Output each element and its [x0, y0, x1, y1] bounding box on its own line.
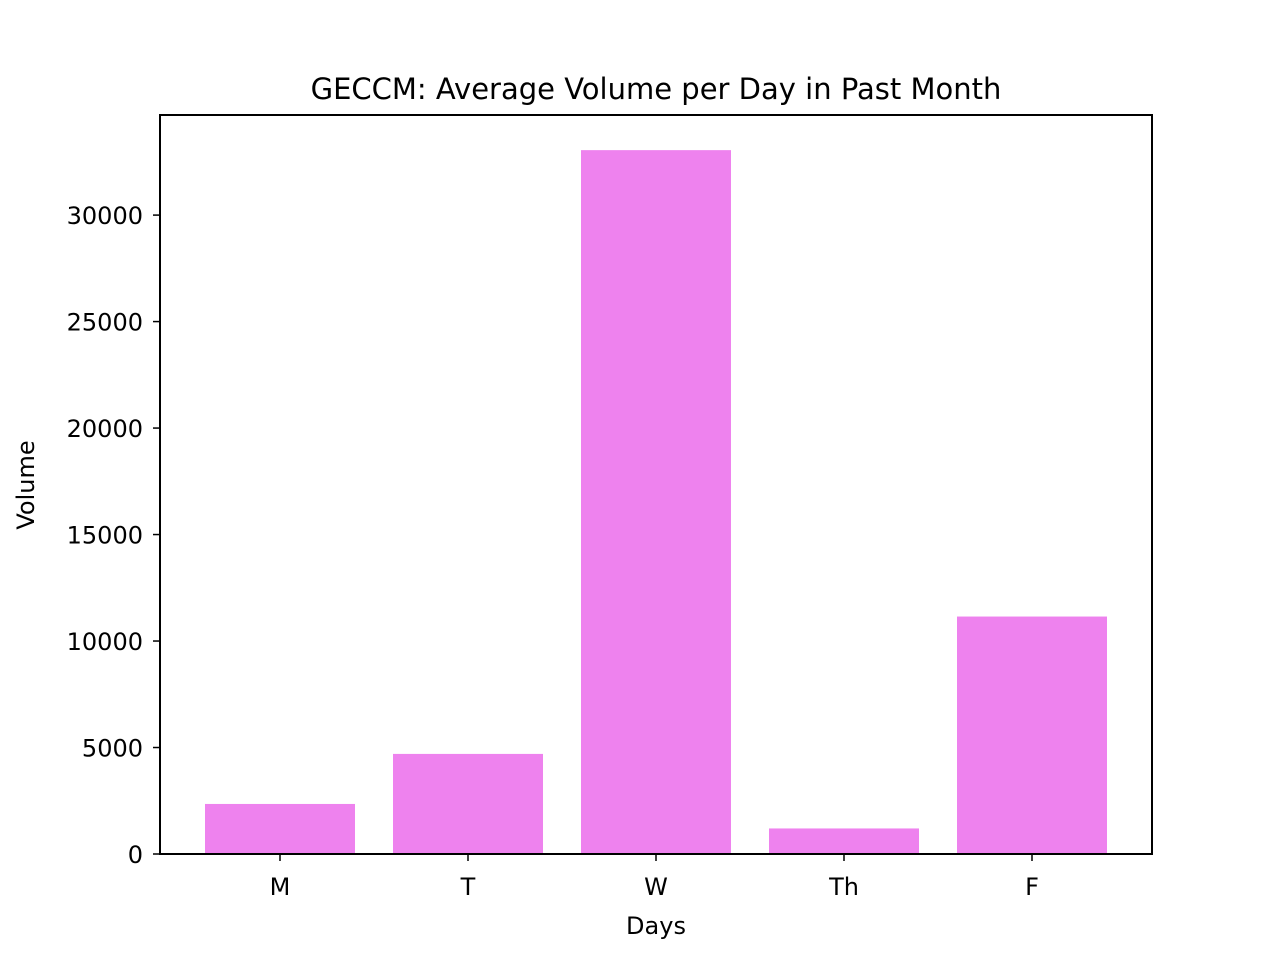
y-tick-label: 30000 — [67, 202, 143, 230]
y-tick-label: 20000 — [67, 415, 143, 443]
chart-title: GECCM: Average Volume per Day in Past Mo… — [311, 72, 1002, 106]
x-axis-label: Days — [626, 912, 686, 940]
y-tick-label: 25000 — [67, 309, 143, 337]
x-tick-label: Th — [828, 873, 859, 901]
y-tick-label: 0 — [128, 841, 143, 869]
x-tick-label: F — [1025, 873, 1039, 901]
bar-th — [769, 828, 919, 854]
x-axis-ticks: M T W Th F — [270, 854, 1039, 901]
x-tick-label: W — [644, 873, 668, 901]
x-tick-label: T — [460, 873, 476, 901]
x-tick-label: M — [270, 873, 291, 901]
bar-f — [957, 616, 1107, 854]
y-tick-label: 15000 — [67, 522, 143, 550]
bar-w — [581, 150, 731, 854]
y-axis-ticks: 0 5000 10000 15000 20000 25000 30000 — [67, 202, 160, 869]
bar-t — [393, 753, 543, 854]
bars-group — [205, 150, 1107, 854]
y-axis-label: Volume — [12, 440, 40, 529]
y-tick-label: 5000 — [82, 735, 143, 763]
bar-m — [205, 803, 355, 854]
y-tick-label: 10000 — [67, 628, 143, 656]
